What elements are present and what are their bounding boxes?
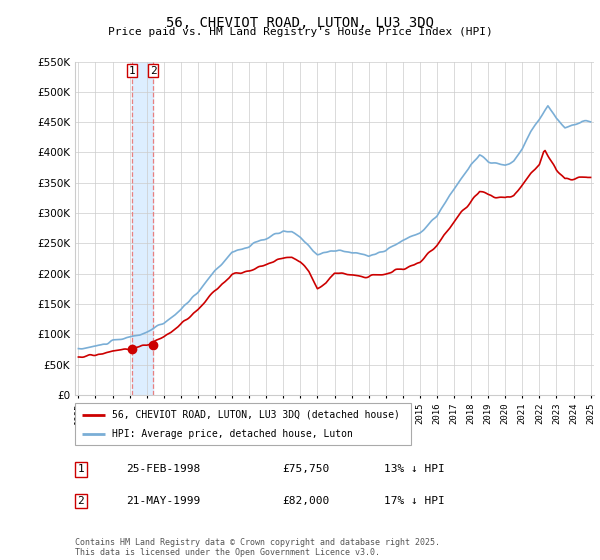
Text: 13% ↓ HPI: 13% ↓ HPI	[384, 464, 445, 474]
Text: Contains HM Land Registry data © Crown copyright and database right 2025.
This d: Contains HM Land Registry data © Crown c…	[75, 538, 440, 557]
Text: 1: 1	[77, 464, 85, 474]
Bar	[131, 62, 153, 395]
Text: Price paid vs. HM Land Registry's House Price Index (HPI): Price paid vs. HM Land Registry's House …	[107, 27, 493, 37]
Text: 17% ↓ HPI: 17% ↓ HPI	[384, 496, 445, 506]
Text: 56, CHEVIOT ROAD, LUTON, LU3 3DQ (detached house): 56, CHEVIOT ROAD, LUTON, LU3 3DQ (detach…	[112, 409, 400, 419]
Text: HPI: Average price, detached house, Luton: HPI: Average price, detached house, Luto…	[112, 429, 353, 439]
Text: 2: 2	[149, 66, 157, 76]
Text: £82,000: £82,000	[282, 496, 329, 506]
Text: 21-MAY-1999: 21-MAY-1999	[126, 496, 200, 506]
Text: 56, CHEVIOT ROAD, LUTON, LU3 3DQ: 56, CHEVIOT ROAD, LUTON, LU3 3DQ	[166, 16, 434, 30]
Text: 2: 2	[77, 496, 85, 506]
Text: 25-FEB-1998: 25-FEB-1998	[126, 464, 200, 474]
Text: £75,750: £75,750	[282, 464, 329, 474]
Text: 1: 1	[128, 66, 135, 76]
